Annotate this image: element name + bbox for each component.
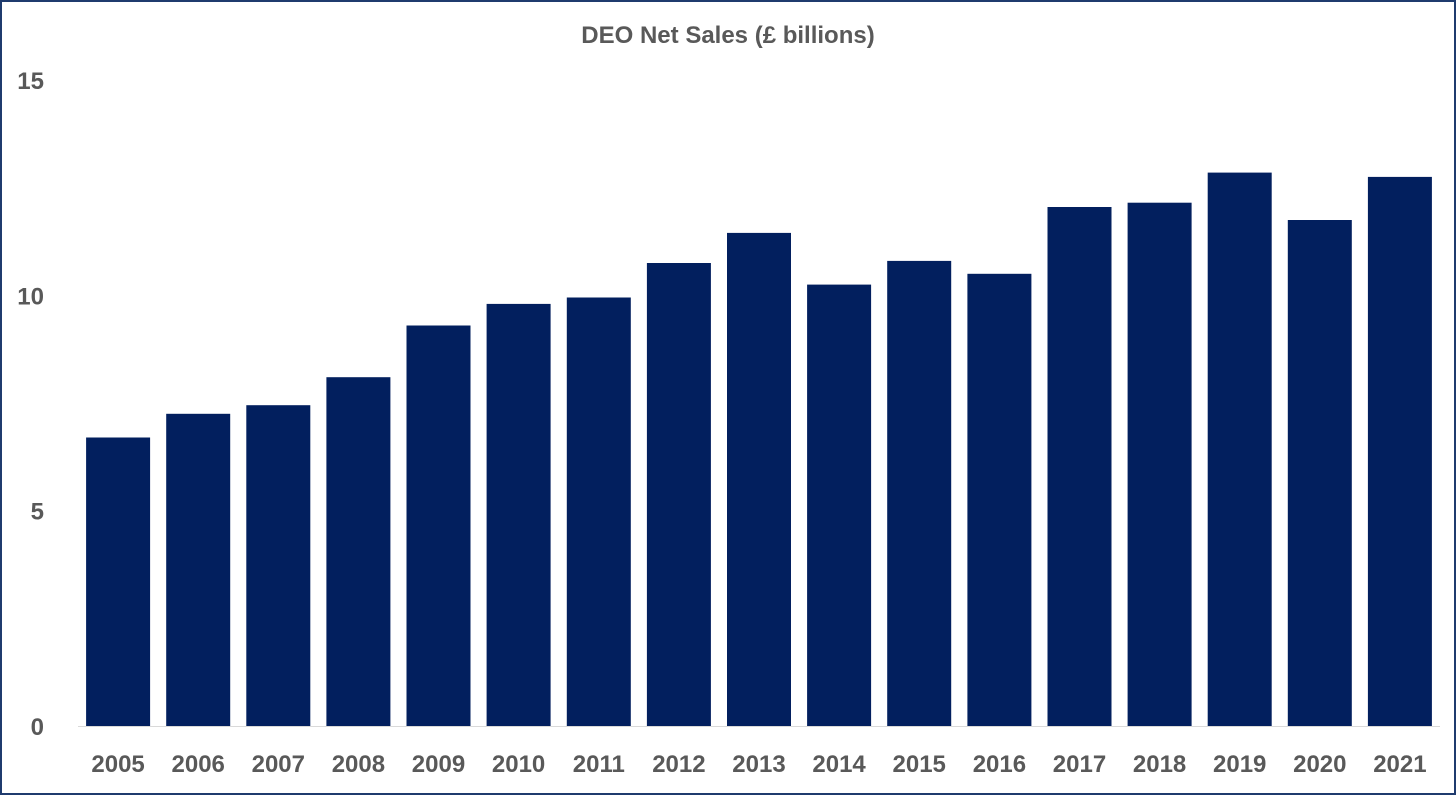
bar-2018 (1127, 202, 1192, 726)
bar-2005 (86, 437, 151, 726)
bar-2009 (406, 325, 471, 726)
x-axis: 2005 2006 2007 2008 2009 2010 2011 2012 2013 2014… (91, 751, 1426, 778)
bar-2019 (1207, 172, 1272, 727)
x-tick-label: 2015 (893, 751, 946, 778)
x-tick-label: 2010 (492, 751, 545, 778)
x-tick-label: 2012 (652, 751, 705, 778)
bar-2008 (326, 377, 391, 726)
x-tick-label: 2008 (332, 751, 385, 778)
bar-2020 (1287, 220, 1352, 726)
bar-2012 (646, 263, 711, 726)
x-tick-label: 2020 (1293, 751, 1346, 778)
x-tick-label: 2009 (412, 751, 465, 778)
bar-2017 (1047, 207, 1112, 726)
x-tick-label: 2019 (1213, 751, 1266, 778)
x-tick-label: 2014 (812, 751, 866, 778)
bar-series (86, 172, 1432, 727)
y-tick-label: 5 (31, 499, 44, 526)
x-tick-label: 2007 (252, 751, 305, 778)
bar-2014 (807, 284, 872, 726)
bar-2021 (1367, 176, 1432, 726)
y-tick-label: 15 (17, 68, 44, 95)
bar-2013 (727, 232, 791, 726)
chart-title: DEO Net Sales (£ billions) (581, 22, 875, 49)
x-tick-label: 2006 (172, 751, 225, 778)
x-tick-label: 2013 (732, 751, 785, 778)
y-tick-label: 0 (31, 714, 44, 741)
y-tick-label: 10 (17, 283, 44, 310)
x-tick-label: 2017 (1053, 751, 1106, 778)
bar-2011 (566, 297, 631, 726)
bar-2010 (486, 303, 551, 726)
bar-2007 (246, 405, 311, 726)
x-tick-label: 2011 (573, 751, 625, 778)
bar-2015 (887, 260, 952, 726)
y-axis: 0 5 10 15 (17, 68, 44, 741)
bar-2006 (166, 413, 231, 726)
x-tick-label: 2016 (973, 751, 1026, 778)
x-tick-label: 2005 (91, 751, 144, 778)
bar-2016 (967, 273, 1032, 726)
x-tick-label: 2018 (1133, 751, 1186, 778)
x-tick-label: 2021 (1373, 751, 1426, 778)
